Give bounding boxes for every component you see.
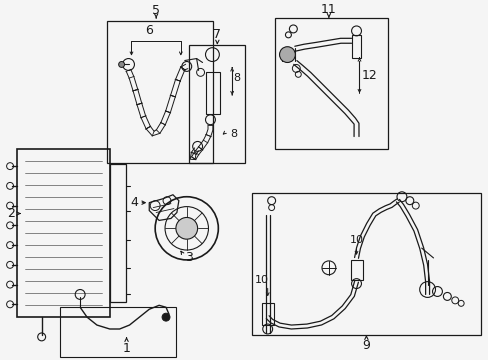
Text: 3: 3 xyxy=(184,251,192,265)
Bar xyxy=(351,35,361,58)
Bar xyxy=(350,260,363,280)
Text: 10: 10 xyxy=(254,275,268,285)
Text: 6: 6 xyxy=(145,24,153,37)
Circle shape xyxy=(162,313,170,321)
Bar xyxy=(188,45,244,163)
Bar xyxy=(261,303,273,325)
Text: 2: 2 xyxy=(7,207,15,220)
Text: 11: 11 xyxy=(320,3,336,16)
Bar xyxy=(205,72,220,114)
Bar xyxy=(61,307,176,357)
Bar xyxy=(274,18,387,149)
Text: 7: 7 xyxy=(213,28,221,41)
Circle shape xyxy=(176,217,197,239)
Text: 4: 4 xyxy=(130,196,138,209)
Bar xyxy=(251,193,480,335)
Text: 9: 9 xyxy=(362,339,369,352)
Text: 12: 12 xyxy=(361,69,376,82)
Text: 5: 5 xyxy=(152,4,160,17)
Text: 10: 10 xyxy=(349,235,363,245)
Text: 8: 8 xyxy=(233,73,240,83)
Bar xyxy=(109,164,125,302)
Bar xyxy=(17,149,109,317)
Circle shape xyxy=(119,62,124,67)
Text: 1: 1 xyxy=(122,342,130,355)
Bar xyxy=(106,21,213,163)
Circle shape xyxy=(279,47,295,63)
Text: 8: 8 xyxy=(230,129,237,139)
